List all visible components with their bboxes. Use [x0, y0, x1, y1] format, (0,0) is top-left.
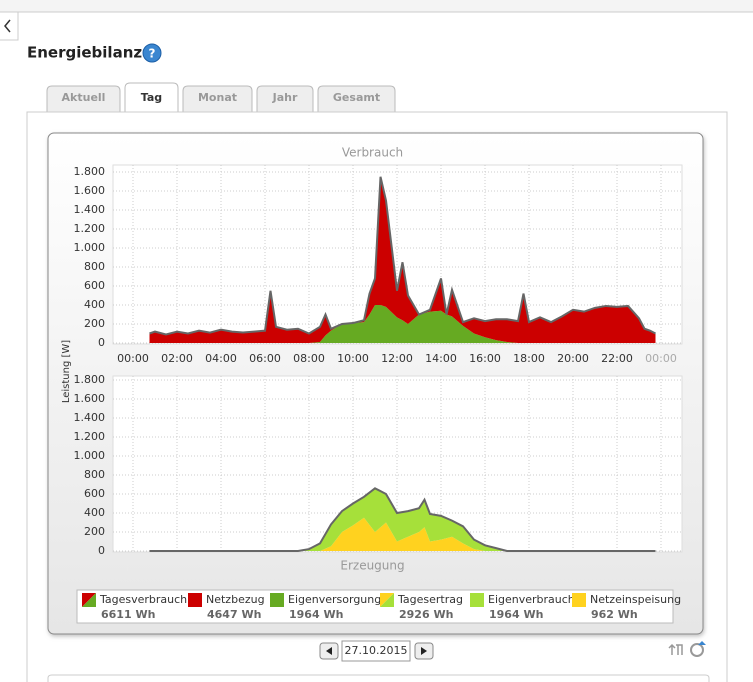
y-tick-label: 200 — [84, 525, 105, 538]
chart-title: Erzeugung — [340, 559, 404, 573]
tab-label: Monat — [198, 91, 237, 104]
area — [149, 517, 656, 551]
legend-icon — [188, 593, 202, 607]
legend-icon — [470, 593, 484, 607]
x-tick-label: 04:00 — [205, 352, 237, 365]
y-tick-label: 1.000 — [74, 449, 106, 462]
x-tick-label: 12:00 — [381, 352, 413, 365]
legend-total: 1964 Wh — [489, 608, 543, 621]
legend-icon — [270, 593, 284, 607]
y-tick-label: 1.800 — [74, 373, 106, 386]
legend-total: 6611 Wh — [101, 608, 155, 621]
outline — [149, 487, 656, 552]
x-tick-label: 02:00 — [161, 352, 193, 365]
y-tick-label: 1.200 — [74, 222, 106, 235]
area — [149, 176, 656, 343]
x-tick-label: 00:00 — [645, 352, 677, 365]
tab-label: Aktuell — [62, 91, 106, 104]
tab-label: Tag — [141, 91, 162, 104]
legend-label: Netzeinspeisung — [590, 593, 681, 606]
tab-label: Gesamt — [333, 91, 380, 104]
y-tick-label: 1.600 — [74, 184, 106, 197]
tab[interactable] — [182, 85, 253, 112]
y-tick-label: 0 — [98, 544, 105, 557]
tab[interactable] — [124, 82, 179, 112]
back-button[interactable] — [0, 11, 19, 41]
y-tick-label: 1.600 — [74, 392, 106, 405]
top-bar — [0, 0, 753, 12]
tab[interactable] — [256, 85, 314, 112]
legend-icon — [572, 593, 586, 607]
tabs: Aktuell Tag Monat Jahr Gesamt — [46, 82, 396, 112]
x-tick-label: 22:00 — [601, 352, 633, 365]
y-tick-label: 600 — [84, 487, 105, 500]
y-tick-label: 800 — [84, 260, 105, 273]
y-tick-label: 1.400 — [74, 411, 106, 424]
tools[interactable] — [668, 641, 706, 657]
x-tick-label: 06:00 — [249, 352, 281, 365]
x-tick-label: 20:00 — [557, 352, 589, 365]
area — [149, 305, 656, 343]
legend-label: Tagesertrag — [397, 593, 463, 606]
area — [149, 488, 656, 551]
legend-icon — [82, 593, 96, 607]
help-icon[interactable]: ? — [142, 43, 162, 63]
tab[interactable] — [46, 85, 121, 112]
page-title: Energiebilanz — [27, 44, 142, 62]
y-tick-label: 0 — [98, 336, 105, 349]
y-tick-label: 1.400 — [74, 203, 106, 216]
legend-label: Tagesverbrauch — [99, 593, 187, 606]
next-button[interactable] — [414, 642, 434, 660]
date: 27.10.2015 — [345, 644, 408, 657]
legend-icon — [380, 593, 394, 607]
chart-title: Verbrauch — [342, 146, 403, 160]
y-tick-label: 600 — [84, 279, 105, 292]
y-tick-label: 400 — [84, 298, 105, 311]
y-tick-label: 200 — [84, 317, 105, 330]
x-tick-label: 10:00 — [337, 352, 369, 365]
legend-total: 4647 Wh — [207, 608, 261, 621]
tab[interactable] — [317, 85, 396, 112]
svg-text:?: ? — [149, 47, 156, 61]
x-tick-label: 00:00 — [117, 352, 149, 365]
y-tick-label: 1.800 — [74, 165, 106, 178]
y-tick-label: 400 — [84, 506, 105, 519]
tab-label: Jahr — [272, 91, 298, 104]
x-tick-label: 14:00 — [425, 352, 457, 365]
y-axis-label: Leistung [W] — [61, 340, 72, 403]
x-tick-label: 16:00 — [469, 352, 501, 365]
x-tick-label: 08:00 — [293, 352, 325, 365]
y-tick-label: 1.200 — [74, 430, 106, 443]
legend-label: Eigenverbrauch — [488, 593, 575, 606]
legend-total: 962 Wh — [591, 608, 638, 621]
date-field[interactable] — [341, 640, 411, 662]
next-panel — [47, 674, 710, 682]
x-tick-label: 18:00 — [513, 352, 545, 365]
legend-total: 2926 Wh — [399, 608, 453, 621]
date-nav: 27.10.2015 — [319, 640, 434, 662]
legend-label: Eigenversorgung — [288, 593, 381, 606]
outline — [149, 176, 656, 336]
y-tick-label: 800 — [84, 468, 105, 481]
prev-button[interactable] — [319, 642, 339, 660]
legend-total: 1964 Wh — [289, 608, 343, 621]
y-tick-label: 1.000 — [74, 241, 106, 254]
legend-label: Netzbezug — [206, 593, 265, 606]
